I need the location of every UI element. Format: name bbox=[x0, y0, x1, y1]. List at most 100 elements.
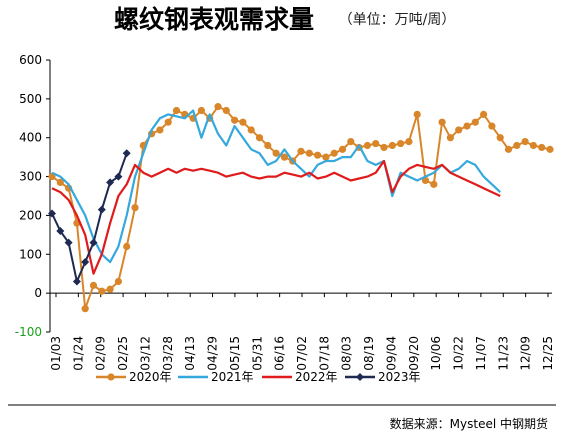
x-tick-label: 09/04 bbox=[384, 336, 398, 371]
x-tick-label: 08/19 bbox=[362, 336, 376, 371]
data-point bbox=[222, 106, 230, 115]
legend-item: 2020年 bbox=[96, 370, 172, 384]
x-tick-label: 10/22 bbox=[452, 336, 466, 371]
x-tick-label: 12/25 bbox=[541, 336, 555, 371]
legend-label: 2022年 bbox=[295, 370, 338, 384]
series-layer bbox=[48, 103, 554, 313]
data-point bbox=[106, 178, 115, 187]
data-point bbox=[81, 258, 90, 267]
data-point bbox=[480, 110, 488, 118]
legend-label: 2020年 bbox=[129, 370, 172, 384]
data-point bbox=[330, 149, 338, 157]
y-tick-label: 0 bbox=[34, 286, 42, 300]
x-tick-label: 03/28 bbox=[161, 336, 175, 371]
data-point bbox=[98, 287, 106, 295]
x-axis: 01/03 01/24 02/09 02/25 03/12 03/28 04/13 04/29… bbox=[49, 292, 555, 371]
x-tick-label: 01/24 bbox=[71, 336, 85, 371]
data-point bbox=[347, 138, 355, 146]
data-point bbox=[72, 277, 81, 286]
y-tick-label: 300 bbox=[19, 170, 42, 184]
y-axis: -100 0 100 200 300 400 500 600 bbox=[15, 53, 51, 339]
data-point bbox=[247, 126, 255, 134]
data-point bbox=[338, 145, 347, 153]
series-2 bbox=[51, 159, 501, 275]
legend-item: 2022年 bbox=[262, 370, 338, 384]
legend-item: 2023年 bbox=[345, 370, 421, 384]
legend-label: 2023年 bbox=[378, 370, 421, 384]
data-point bbox=[48, 172, 56, 181]
data-point bbox=[471, 118, 479, 126]
data-point bbox=[413, 110, 421, 118]
data-point bbox=[56, 226, 65, 235]
data-point bbox=[504, 145, 513, 153]
x-tick-label: 05/15 bbox=[228, 336, 242, 371]
data-point bbox=[388, 141, 396, 150]
legend-swatch-marker bbox=[107, 373, 115, 381]
x-tick-label: 04/29 bbox=[206, 336, 220, 371]
x-tick-label: 10/06 bbox=[429, 336, 443, 371]
data-point bbox=[463, 122, 471, 130]
x-tick-label: 12/09 bbox=[519, 336, 533, 371]
data-point bbox=[438, 118, 446, 126]
data-point bbox=[97, 205, 106, 214]
legend-item: 2021年 bbox=[178, 370, 254, 384]
data-point bbox=[255, 134, 264, 142]
x-tick-label: 07/02 bbox=[295, 336, 309, 371]
data-point bbox=[48, 209, 56, 218]
x-tick-label: 11/23 bbox=[496, 336, 510, 371]
y-tick-label: 500 bbox=[19, 92, 42, 106]
y-tick-label: -100 bbox=[15, 325, 42, 339]
data-point bbox=[363, 141, 371, 150]
data-point bbox=[521, 138, 529, 146]
data-point bbox=[280, 153, 288, 161]
data-point bbox=[513, 141, 521, 150]
y-tick-label: 400 bbox=[19, 131, 42, 145]
legend-label: 2021年 bbox=[211, 370, 254, 384]
y-tick-label: 600 bbox=[19, 53, 42, 67]
data-point bbox=[123, 242, 131, 251]
x-tick-label: 02/09 bbox=[94, 336, 108, 371]
x-tick-label: 06/16 bbox=[273, 336, 287, 371]
data-point bbox=[64, 238, 73, 247]
legend: 2020年 2021年 2022年 2023年 bbox=[96, 370, 421, 384]
series-3 bbox=[48, 149, 131, 286]
data-point bbox=[114, 172, 123, 181]
data-point bbox=[56, 178, 64, 186]
x-tick-label: 03/12 bbox=[138, 336, 152, 371]
data-point bbox=[264, 141, 272, 150]
data-point bbox=[397, 139, 405, 148]
data-point bbox=[455, 126, 463, 134]
data-point bbox=[529, 141, 538, 150]
series-line bbox=[51, 109, 501, 264]
data-point bbox=[156, 126, 164, 134]
x-tick-label: 07/18 bbox=[317, 336, 331, 371]
data-point bbox=[305, 149, 313, 157]
data-point bbox=[81, 305, 89, 313]
x-tick-label: 09/20 bbox=[407, 336, 421, 371]
data-point bbox=[89, 238, 98, 247]
data-point bbox=[538, 143, 546, 152]
data-point bbox=[372, 139, 380, 148]
source-note: 数据来源：Mysteel 中钢期货 bbox=[390, 416, 548, 431]
data-point bbox=[380, 143, 388, 152]
data-point bbox=[446, 134, 454, 142]
data-point bbox=[172, 106, 181, 115]
x-tick-label: 04/13 bbox=[183, 336, 197, 371]
data-point bbox=[214, 103, 222, 111]
series-1 bbox=[51, 109, 501, 264]
x-tick-label: 02/25 bbox=[116, 336, 130, 371]
series-0 bbox=[48, 103, 554, 313]
series-line bbox=[51, 105, 551, 310]
data-point bbox=[546, 145, 554, 153]
chart-title: 螺纹钢表观需求量 bbox=[114, 5, 314, 34]
y-tick-label: 200 bbox=[19, 208, 42, 222]
x-tick-label: 11/07 bbox=[474, 336, 488, 371]
data-point bbox=[496, 134, 504, 142]
y-tick-label: 100 bbox=[19, 247, 42, 261]
x-tick-label: 01/03 bbox=[49, 336, 63, 371]
data-point bbox=[430, 180, 438, 188]
series-line bbox=[51, 152, 128, 283]
series-line bbox=[51, 159, 501, 275]
legend-swatch-marker bbox=[356, 373, 364, 381]
